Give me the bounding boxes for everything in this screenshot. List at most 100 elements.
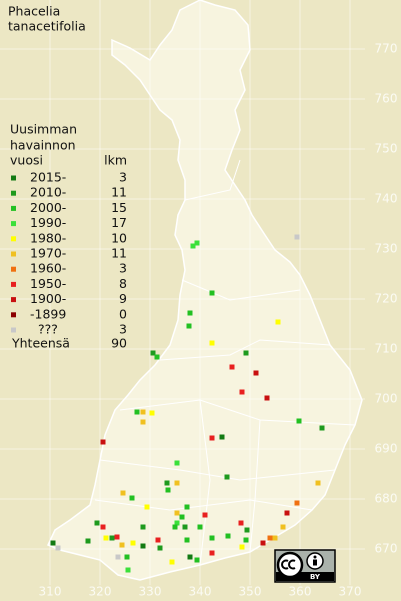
observation [187, 310, 193, 316]
legend-label: 2000- [30, 200, 66, 215]
legend-label: 2010- [30, 185, 66, 200]
legend-label: 1900- [30, 291, 66, 306]
y-tick-label: 740 [375, 192, 398, 206]
observation [109, 535, 115, 541]
x-tick-label: 360 [289, 585, 312, 599]
x-tick-label: 340 [189, 585, 212, 599]
observation [190, 243, 196, 249]
observation [155, 537, 161, 543]
region-border [199, 399, 211, 566]
legend-header: Uusimman [10, 122, 77, 137]
observation [294, 234, 300, 240]
observation [315, 480, 321, 486]
observation [319, 425, 325, 431]
legend-label: 1980- [30, 230, 66, 245]
legend-label: 1960- [30, 261, 66, 276]
observation [165, 487, 171, 493]
region-border [181, 279, 301, 301]
observation [50, 540, 56, 546]
observation [114, 534, 120, 540]
legend-swatch [11, 175, 16, 181]
legend-header: havainnon [10, 138, 76, 153]
observation [100, 524, 106, 530]
observation [169, 559, 175, 565]
legend-count: 17 [111, 215, 127, 230]
y-tick-label: 690 [375, 442, 398, 456]
observation [182, 524, 188, 530]
legend-swatch [11, 205, 16, 211]
observation [209, 435, 215, 441]
by-icon [313, 559, 317, 566]
observation [187, 554, 193, 560]
observation [184, 504, 190, 510]
observations [50, 234, 325, 573]
observation [275, 319, 281, 325]
legend-count: 11 [111, 185, 127, 200]
observation [244, 527, 250, 533]
cc-icon [281, 559, 296, 570]
observation [85, 538, 91, 544]
observation [150, 350, 156, 356]
y-tick-label: 730 [375, 242, 398, 256]
legend-swatch [11, 312, 16, 318]
title: Phacelia [8, 4, 60, 19]
legend-swatch [11, 221, 16, 227]
observation [209, 550, 215, 556]
badge-strip [276, 572, 334, 581]
observation [243, 350, 249, 356]
legend-label: 1970- [30, 246, 66, 261]
observation [186, 323, 192, 329]
x-tick-label: 370 [339, 585, 362, 599]
y-tick-label: 710 [375, 342, 398, 356]
legend-count: 9 [119, 291, 127, 306]
observation [253, 370, 259, 376]
observation [174, 520, 180, 526]
y-tick-label: 770 [375, 42, 398, 56]
legend-swatch [11, 266, 16, 272]
legend-label: ??? [38, 322, 58, 337]
observation [239, 544, 245, 550]
legend-label: -1899 [30, 306, 66, 321]
region-border [99, 459, 336, 481]
legend-count: 3 [119, 261, 127, 276]
y-tick-label: 750 [375, 142, 398, 156]
observation [184, 537, 190, 543]
legend-label: 1990- [30, 215, 66, 230]
observation [209, 340, 215, 346]
observation [154, 354, 160, 360]
region-border [94, 499, 313, 511]
observation [280, 524, 286, 530]
observation [140, 409, 146, 415]
observation [55, 545, 61, 551]
observation [197, 524, 203, 530]
observation [194, 557, 200, 563]
observation [103, 535, 109, 541]
legend-count: 0 [119, 306, 127, 321]
legend-count-header: lkm [104, 153, 127, 168]
observation [272, 535, 278, 541]
legend-swatch [11, 190, 16, 196]
observation [219, 434, 225, 440]
total-count: 90 [111, 336, 127, 351]
x-tick-label: 320 [89, 585, 112, 599]
observation [100, 439, 106, 445]
observation [267, 535, 273, 541]
observation [243, 537, 249, 543]
observation [125, 567, 131, 573]
legend-label: 1950- [30, 276, 66, 291]
legend-count: 3 [119, 170, 127, 185]
observation [225, 533, 231, 539]
observation [119, 542, 125, 548]
observation [294, 500, 300, 506]
observation [164, 480, 170, 486]
observation [174, 510, 180, 516]
legend-count: 8 [119, 276, 127, 291]
x-tick-label: 350 [239, 585, 262, 599]
legend-header: vuosi [10, 153, 43, 168]
region-border [159, 339, 331, 361]
observation [144, 504, 150, 510]
observation [202, 512, 208, 518]
title: tanacetifolia [8, 19, 86, 34]
observation [264, 395, 270, 401]
